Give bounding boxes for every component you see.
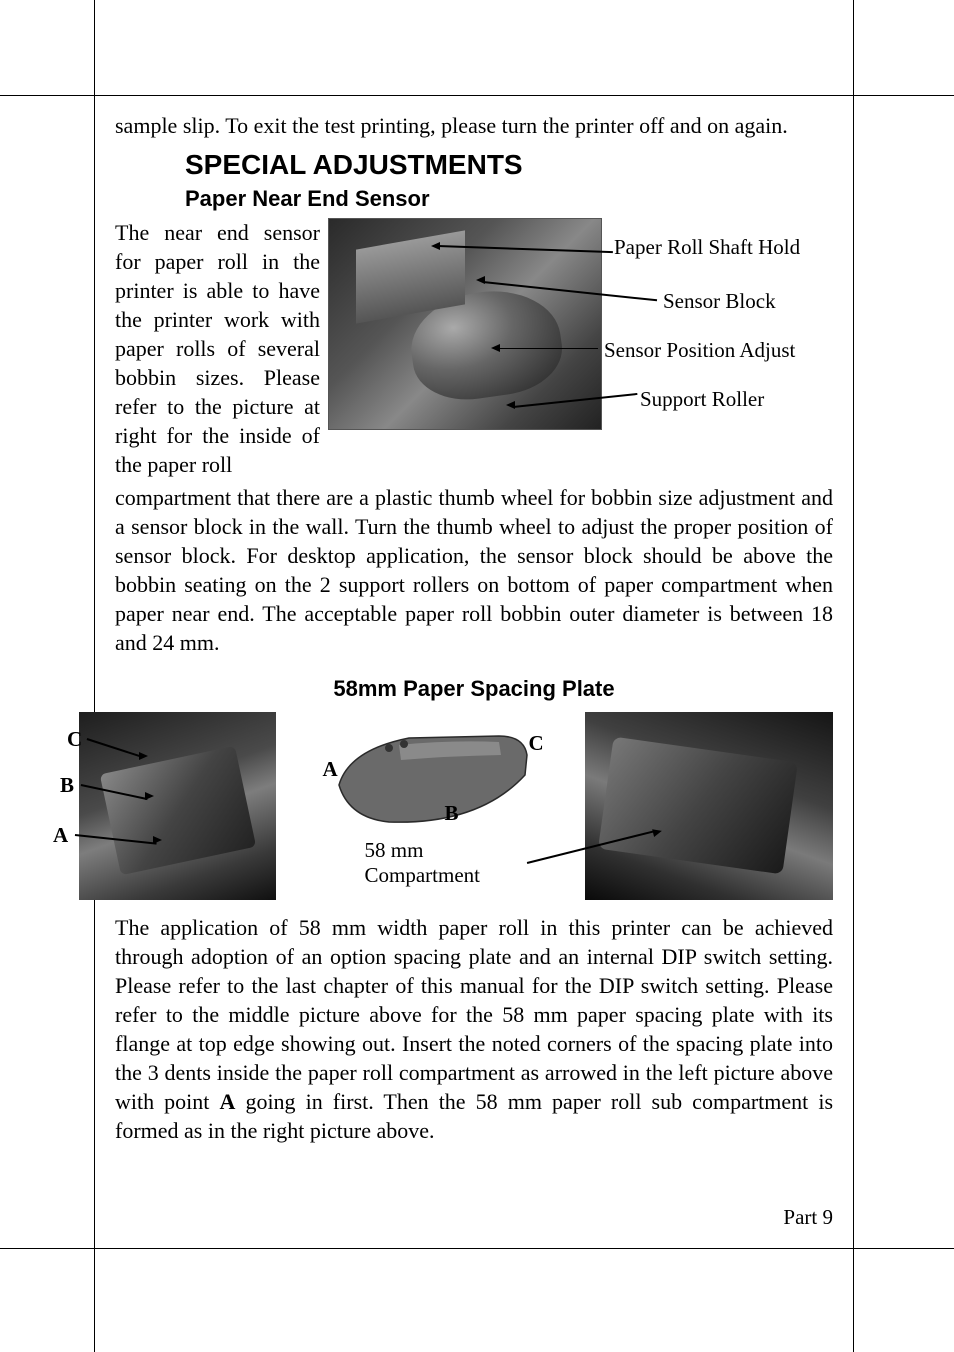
arrow-line-3: [498, 348, 598, 350]
spacing-plate-shape: [329, 730, 529, 830]
arrow-head-icon: [476, 276, 485, 284]
page-number: Part 9: [783, 1205, 833, 1230]
label-c-mid: C: [529, 730, 544, 757]
mm-caption-line1: 58 mm: [365, 838, 424, 862]
middle-paragraph: compartment that there are a plastic thu…: [115, 483, 833, 657]
final-para-bold-a: A: [219, 1089, 235, 1114]
left-column-text: The near end sensor for paper roll in th…: [115, 218, 320, 479]
label-a-mid: A: [323, 756, 338, 783]
label-b-mid: B: [445, 800, 459, 827]
intro-text: sample slip. To exit the test printing, …: [115, 112, 833, 141]
heading-58mm-plate: 58mm Paper Spacing Plate: [115, 675, 833, 704]
label-a-left: A: [53, 822, 68, 849]
callout-sensor-block: Sensor Block: [663, 288, 776, 315]
heading-special-adjustments: SPECIAL ADJUSTMENTS: [185, 147, 833, 183]
mm-caption: 58 mm Compartment: [319, 838, 543, 888]
figure-1: Paper Roll Shaft Hold Sensor Block Senso…: [328, 218, 833, 436]
figure-row-1: The near end sensor for paper roll in th…: [115, 218, 833, 479]
arrow-head-icon: [491, 344, 500, 352]
content-area: sample slip. To exit the test printing, …: [115, 0, 833, 1145]
heading-paper-near-end: Paper Near End Sensor: [185, 185, 833, 214]
label-b-left: B: [60, 772, 74, 799]
page-frame: sample slip. To exit the test printing, …: [94, 0, 854, 1352]
photo-spacing-plate: [319, 722, 541, 836]
arrow-head-icon: [153, 836, 162, 844]
figure-row-2: C B A: [115, 712, 833, 907]
arrow-head-icon: [145, 792, 154, 800]
label-c-left: C: [67, 726, 82, 753]
figure-right: [585, 712, 833, 900]
final-paragraph: The application of 58 mm width paper rol…: [115, 913, 833, 1145]
figure-middle: A B C 58 mm Compartment: [319, 712, 543, 888]
callout-paper-roll-shaft: Paper Roll Shaft Hold: [614, 234, 800, 261]
final-para-pre: The application of 58 mm width paper rol…: [115, 915, 833, 1114]
arrow-head-icon: [506, 401, 515, 409]
arrow-head-icon: [139, 752, 148, 760]
photo-compartment-dents: [79, 712, 276, 900]
mm-caption-line2: Compartment: [365, 863, 480, 887]
photo-subcompartment: [585, 712, 833, 900]
arrow-head-icon: [652, 827, 663, 837]
callout-sensor-position: Sensor Position Adjust: [604, 337, 795, 364]
callout-support-roller: Support Roller: [640, 386, 764, 413]
arrow-head-icon: [431, 242, 440, 250]
figure-left: C B A: [79, 712, 276, 900]
